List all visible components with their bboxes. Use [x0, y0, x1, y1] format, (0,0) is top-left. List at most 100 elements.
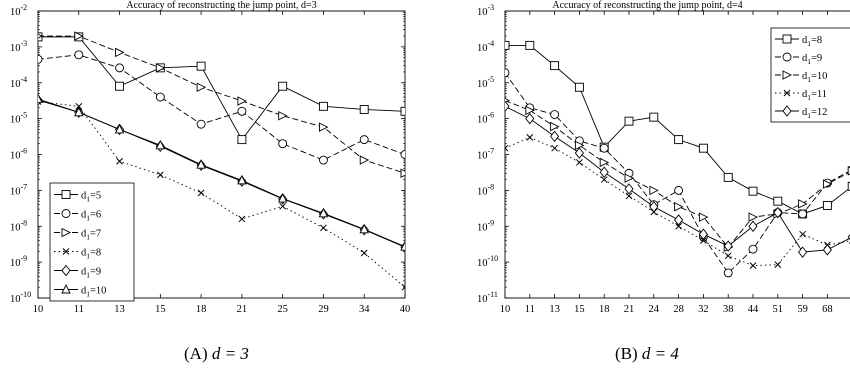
- panel-b-point-d12: [698, 228, 708, 240]
- panel-b-point-d8: [748, 186, 758, 196]
- panel-a-ytick-label: 10-8: [10, 218, 27, 233]
- panel-b-point-d10: [525, 105, 535, 116]
- panel-b-point-d12: [674, 214, 684, 226]
- panel-b-xtick-label: 59: [797, 304, 808, 315]
- panel-b-point-d8: [649, 112, 659, 122]
- panel-b-legend-label-d11: d1=11: [802, 89, 827, 102]
- panel-a-xtick-label: 15: [155, 304, 166, 315]
- panel-a-point-d5: [196, 61, 206, 71]
- panel-b-point-d11: [576, 159, 583, 166]
- panel-a-xtick-label: 13: [114, 304, 125, 315]
- panel-b-legend-label-d10: d1=10: [802, 71, 827, 84]
- panel-a-point-d10: [359, 223, 369, 234]
- panel-a-point-d7: [400, 168, 405, 178]
- panel-b-point-d10: [798, 199, 808, 209]
- panel-a-point-d8: [75, 102, 83, 110]
- panel-b-point-d11: [625, 192, 633, 200]
- panel-a-point-d6: [278, 139, 288, 149]
- panel-b-point-d11: [505, 144, 509, 152]
- panel-b-point-d8: [505, 40, 510, 50]
- panel-b-legend: d1=8 d1=9 d1=10 d1=11 d1=12: [770, 27, 850, 123]
- caption-b-math: d = 4: [641, 344, 679, 363]
- panel-b-legend-label-d9: d1=9: [802, 53, 822, 66]
- panel-a-series-line-d8: [38, 101, 405, 288]
- panel-a-point-d8: [156, 171, 164, 179]
- panel-b-ytick-label: 10-3: [477, 3, 494, 18]
- panel-a-point-d7: [38, 33, 44, 39]
- panel-b-point-d12: [599, 166, 609, 178]
- panel-a-legend-label-d9: d1=9: [81, 267, 101, 280]
- panel-b-point-d12: [723, 240, 733, 252]
- panel-b-point-d8: [847, 181, 850, 191]
- panel-b-point-d8: [525, 40, 535, 50]
- panel-b-legend-marker: [782, 70, 793, 80]
- panel-a-point-d8: [360, 249, 368, 257]
- panel-a-point-d8: [401, 283, 405, 291]
- panel-b-point-d11: [724, 252, 732, 260]
- panel-a-ytick-label: 10-10: [10, 290, 31, 305]
- panel-b-point-d8: [550, 61, 560, 71]
- panel-b-legend-marker: [782, 34, 792, 44]
- panel-a-xtick-label: 25: [277, 304, 288, 315]
- panel-a-series-layer: [38, 31, 405, 291]
- panel-a-xtick-label: 29: [318, 304, 329, 315]
- panel-a-ytick-label: 10-4: [10, 75, 27, 90]
- panel-a-point-d8: [116, 157, 123, 165]
- panel-b-series-layer: [505, 40, 850, 278]
- panel-a-point-d6: [196, 119, 206, 129]
- panel-b-ytick-label: 10-8: [477, 182, 494, 197]
- chart-panel-b: Accuracy of reconstructing the jump poin…: [477, 0, 850, 315]
- panel-a-series-line-d7: [38, 35, 405, 174]
- panel-b-legend-marker: [782, 52, 792, 62]
- panel-a-title: Accuracy of reconstructing the jump poin…: [126, 0, 316, 11]
- panel-a-ytick-label: 10-6: [10, 147, 27, 162]
- panel-a-legend-marker: [61, 283, 71, 294]
- caption-a-label: (A): [184, 344, 208, 363]
- panel-b-xtick-label: 18: [599, 304, 610, 315]
- panel-b-series-line-d11: [505, 136, 850, 267]
- panel-b-ytick-label: 10-6: [477, 111, 494, 126]
- panel-a-point-d6: [115, 63, 125, 73]
- panel-a-legend: d1=5 d1=6 d1=7 d1=8 d1=9 d1=10: [49, 182, 135, 302]
- panel-a-point-d10: [237, 174, 247, 185]
- chart-panel-a: Accuracy of reconstructing the jump poin…: [10, 0, 410, 315]
- panel-a-legend-marker: [61, 190, 71, 199]
- panel-b-legend-label-d8: d1=8: [802, 35, 822, 48]
- caption-b-label: (B): [615, 344, 638, 363]
- panel-b-point-d12: [748, 220, 758, 232]
- panel-b-ytick-label: 10-4: [477, 39, 494, 54]
- panel-b-ytick-label: 10-9: [477, 218, 494, 233]
- panel-a-series-line-d5: [38, 36, 405, 141]
- panel-b-xtick-label: 51: [773, 304, 784, 315]
- panel-b-point-d10: [505, 97, 511, 104]
- panel-a-xtick-label: 21: [237, 304, 248, 315]
- panel-b-point-d10: [698, 212, 709, 222]
- panel-a-legend-label-d5: d1=5: [81, 191, 101, 204]
- panel-a-point-d10: [155, 139, 166, 150]
- panel-a-point-d7: [359, 155, 370, 165]
- panel-a-legend-label-d7: d1=7: [81, 229, 101, 242]
- panel-a-ytick-label: 10-9: [10, 254, 27, 269]
- panel-b-point-d10: [748, 212, 759, 222]
- panel-a-point-d6: [400, 150, 405, 159]
- panel-b-point-d12: [525, 112, 535, 125]
- panel-b-point-d11: [600, 176, 608, 183]
- panel-a-point-d7: [115, 47, 125, 58]
- panel-a-point-d6: [318, 155, 328, 165]
- panel-b-point-d12: [550, 130, 560, 143]
- panel-b-point-d12: [624, 183, 634, 195]
- panel-a-ytick-label: 10-7: [10, 182, 27, 197]
- panel-b-legend-label-d12: d1=12: [802, 107, 827, 120]
- panel-b-xtick-label: 15: [574, 304, 585, 315]
- panel-b-legend-marker: [782, 105, 792, 117]
- panel-b-xtick-label: 32: [698, 304, 709, 315]
- panel-b-point-d8: [574, 82, 584, 92]
- panel-a-legend-marker: [61, 264, 71, 277]
- panel-a-point-d8: [238, 215, 246, 223]
- panel-a-point-d10: [74, 106, 84, 117]
- panel-a-point-d8: [197, 189, 205, 197]
- panel-b-point-d11: [675, 222, 682, 230]
- panel-a-legend-label-d6: d1=6: [81, 210, 101, 223]
- panel-b-point-d9: [748, 244, 758, 254]
- panel-b-point-d12: [798, 246, 808, 258]
